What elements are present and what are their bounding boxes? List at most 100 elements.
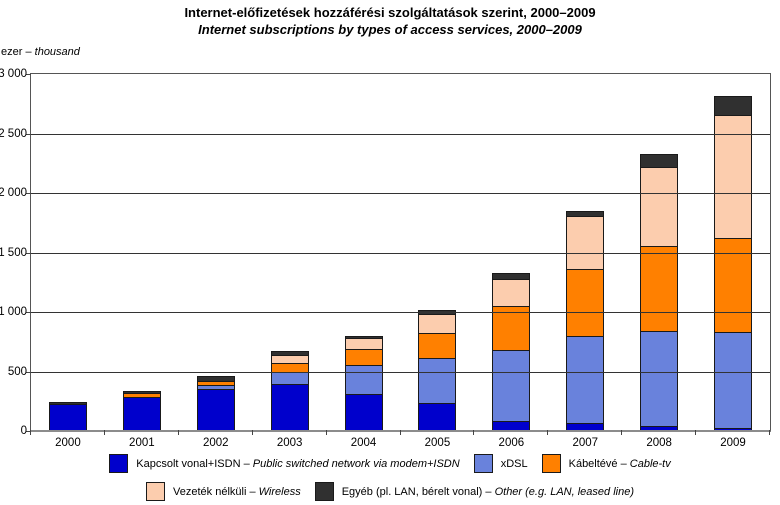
bar-segment: [344, 349, 383, 365]
bar-segment: [492, 350, 531, 421]
stacked-bar-2002: [196, 376, 235, 430]
legend-item-4: Egyéb (pl. LAN, bérelt vonal) – Other (e…: [314, 482, 634, 501]
gridline-2000: [31, 193, 770, 194]
stacked-bar-2003: [270, 351, 309, 430]
legend-label-hu: Egyéb (pl. LAN, bérelt vonal) –: [341, 485, 495, 498]
y-axis-unit-label: ezer – thousand: [1, 46, 80, 58]
x-axis-tick: [547, 430, 549, 435]
gridline-2500: [31, 133, 770, 135]
legend-item-2: Kábeltévé – Cable-tv: [541, 454, 671, 473]
bar-segment: [344, 338, 383, 349]
legend-label-en: Cable-tv: [629, 457, 671, 470]
legend-swatch: [314, 482, 334, 501]
x-axis-label-2006: 2006: [498, 437, 525, 449]
gridline-1500: [31, 252, 770, 254]
legend-swatch: [109, 454, 129, 473]
x-axis-label-2001: 2001: [129, 437, 155, 449]
legend-row-1: Kapcsolt vonal+ISDN – Public switched ne…: [0, 454, 780, 473]
y-axis-label: 3 000: [0, 68, 27, 80]
bar-segment: [196, 381, 235, 385]
legend-swatch: [541, 454, 561, 473]
legend-item-3: Vezeték nélküli – Wireless: [146, 482, 301, 501]
x-axis-label-2003: 2003: [276, 437, 303, 449]
category-cell-2007: [548, 74, 622, 430]
bar-segment: [714, 115, 753, 238]
legend-swatch: [146, 482, 166, 501]
bar-segment: [714, 96, 753, 115]
x-axis-tick: [473, 430, 475, 435]
stacked-bar-2004: [344, 336, 383, 430]
plot-area: 0 500 1 000 1 500 2 000 2 500 3 000 2000 2001 200…: [0, 68, 771, 449]
bar-segment: [344, 394, 383, 430]
unit-label-en: thousand: [34, 46, 80, 58]
bar-segment: [270, 355, 309, 363]
bar-segment: [196, 376, 235, 381]
bar-segment: [640, 426, 679, 430]
bar-segment: [640, 167, 679, 246]
y-axis-tick: [26, 431, 31, 432]
x-axis-tick: [251, 430, 253, 435]
category-cell-2008: [622, 74, 696, 430]
x-axis-label-2007: 2007: [572, 437, 599, 449]
bar-segment: [492, 421, 531, 430]
category-cell-2001: [105, 74, 179, 430]
legend-label-hu: Vezeték nélküli –: [173, 485, 259, 498]
x-axis-label-2002: 2002: [202, 437, 229, 449]
x-axis-tick: [103, 430, 105, 435]
bar-segment: [418, 333, 457, 358]
y-axis-label: 0: [20, 425, 27, 437]
stacked-bar-2009: [714, 96, 753, 430]
category-cell-2000: [31, 74, 105, 430]
gridline-500: [31, 371, 770, 373]
bar-cells: [31, 74, 770, 430]
bar-segment: [714, 238, 753, 332]
bar-segment: [714, 428, 753, 430]
stacked-bar-2000: [48, 402, 87, 430]
x-axis-tick: [177, 430, 179, 435]
bar-segment: [492, 273, 531, 279]
legend-label-hu: Kapcsolt vonal+ISDN –: [136, 457, 253, 470]
stacked-bar-2007: [566, 211, 605, 430]
legend-label: Kapcsolt vonal+ISDN – Public switched ne…: [136, 458, 459, 470]
x-axis-tick: [325, 430, 327, 435]
category-cell-2003: [253, 74, 327, 430]
x-axis-label-2000: 2000: [55, 437, 81, 449]
y-axis-label: 1 500: [0, 246, 27, 259]
y-axis-tick: [26, 312, 31, 313]
x-axis-tick: [399, 430, 401, 435]
bar-segment: [48, 404, 87, 430]
bar-segment: [196, 385, 235, 389]
bar-segment: [48, 402, 87, 404]
y-axis-tick: [26, 252, 31, 254]
x-axis-tick: [695, 430, 697, 435]
y-axis-tick: [26, 193, 31, 194]
bar-segment: [566, 269, 605, 336]
bar-segment: [270, 351, 309, 355]
legend-label-en: Public switched network via modem+ISDN: [252, 457, 460, 470]
legend-label: Egyéb (pl. LAN, bérelt vonal) – Other (e…: [342, 486, 634, 498]
bar-segment: [270, 384, 309, 430]
bar-segment: [640, 331, 679, 426]
stacked-bar-2006: [492, 273, 531, 430]
x-axis-label-2004: 2004: [350, 437, 377, 449]
legend-label-hu: Kábeltévé –: [568, 457, 630, 470]
unit-label-separator: –: [22, 46, 35, 58]
x-axis-label-2009: 2009: [720, 437, 746, 449]
bar-segment: [344, 336, 383, 338]
bar-segment: [566, 216, 605, 269]
category-cell-2005: [401, 74, 475, 430]
gridline-1000: [31, 312, 770, 313]
x-axis-label-2008: 2008: [646, 437, 672, 449]
chart-title: Internet-előfizetések hozzáférési szolgá…: [184, 5, 596, 20]
bar-segment: [640, 246, 679, 331]
category-cell-2002: [179, 74, 253, 430]
legend-label: xDSL: [501, 458, 528, 470]
y-axis-tick: [26, 74, 31, 75]
bar-segment: [344, 365, 383, 394]
legend-row-2: Vezeték nélküli – Wireless Egyéb (pl. LAN…: [0, 482, 780, 501]
legend-swatch: [473, 454, 493, 473]
y-axis-label: 500: [7, 365, 27, 378]
x-axis-tick: [30, 430, 31, 435]
bar-segment: [418, 314, 457, 333]
